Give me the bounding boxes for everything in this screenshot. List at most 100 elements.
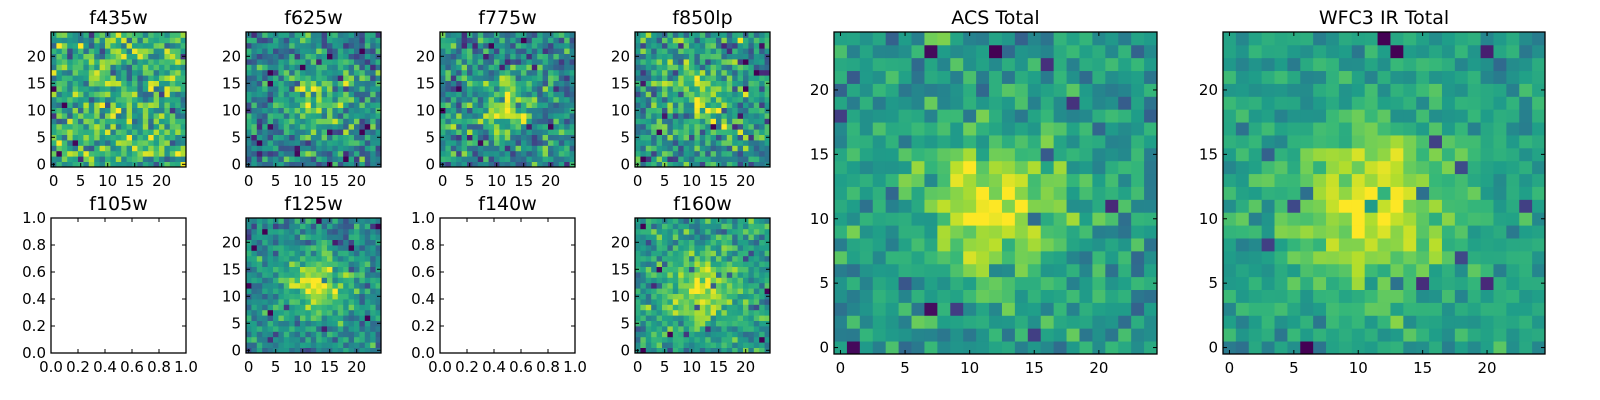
heatmap-cell xyxy=(846,83,861,97)
heatmap-cell xyxy=(94,96,100,103)
heatmap-cell xyxy=(67,59,73,65)
heatmap-cell xyxy=(180,86,187,92)
heatmap-cell xyxy=(737,59,744,65)
heatmap-cell xyxy=(450,75,457,81)
heatmap-cell xyxy=(348,261,355,267)
heatmap-cell xyxy=(504,129,511,135)
heatmap-cell xyxy=(678,272,684,278)
heatmap-cell xyxy=(321,48,328,54)
heatmap-cell xyxy=(94,161,100,168)
heatmap-cell xyxy=(521,150,527,157)
heatmap-cell xyxy=(748,80,755,87)
heatmap-cell xyxy=(937,57,951,72)
heatmap-cell xyxy=(142,96,149,103)
heatmap-cell xyxy=(332,342,339,348)
heatmap-cell xyxy=(721,347,728,354)
heatmap-cell xyxy=(564,80,570,87)
heatmap-cell xyxy=(504,48,511,54)
heatmap-cell xyxy=(267,234,274,240)
heatmap-cell xyxy=(645,266,652,273)
heatmap-cell xyxy=(488,150,495,157)
heatmap-cell xyxy=(67,42,73,49)
heatmap-cell xyxy=(159,113,165,119)
heatmap-cell xyxy=(645,277,652,284)
heatmap-cell xyxy=(370,140,376,146)
heatmap-cell xyxy=(569,118,576,125)
heatmap-cell xyxy=(450,118,457,125)
heatmap-cell xyxy=(283,277,290,284)
heatmap-cell xyxy=(267,288,274,294)
heatmap-cell xyxy=(61,145,68,152)
heatmap-cell xyxy=(689,96,695,103)
heatmap-cell xyxy=(553,102,560,108)
heatmap-cell xyxy=(1467,289,1481,303)
heatmap-cell xyxy=(316,272,322,278)
heatmap-cell xyxy=(283,336,290,343)
heatmap-cell xyxy=(689,342,695,348)
heatmap-cell xyxy=(694,102,701,108)
heatmap-cell xyxy=(656,53,663,60)
heatmap-cell xyxy=(461,37,468,44)
heatmap-cell xyxy=(262,347,268,354)
heatmap-cell xyxy=(1092,289,1106,303)
heatmap-cell xyxy=(662,266,668,273)
heatmap-cell xyxy=(467,123,473,130)
heatmap-cell xyxy=(976,135,990,149)
heatmap-cell xyxy=(1454,199,1469,213)
heatmap-cell xyxy=(477,145,484,152)
heatmap-cell xyxy=(321,118,328,125)
heatmap-cell xyxy=(1105,70,1119,84)
heatmap-cell xyxy=(834,109,848,123)
heatmap-cell xyxy=(645,293,652,300)
heatmap-cell xyxy=(743,288,749,294)
heatmap-cell xyxy=(327,134,333,141)
heatmap-cell xyxy=(732,326,738,332)
heatmap-cell xyxy=(289,223,295,230)
heatmap-cell xyxy=(569,156,576,162)
heatmap-cell xyxy=(872,83,887,97)
heatmap-cell xyxy=(370,48,376,54)
y-tick-label: 5 xyxy=(425,128,435,146)
heatmap-cell xyxy=(504,140,511,146)
heatmap-cell xyxy=(115,80,122,87)
heatmap-cell xyxy=(72,129,79,135)
heatmap-cell xyxy=(105,91,111,98)
heatmap-cell xyxy=(911,276,925,290)
heatmap-cell xyxy=(337,69,344,76)
heatmap-cell xyxy=(635,234,641,240)
heatmap-cell xyxy=(175,80,181,87)
heatmap-cell xyxy=(689,140,695,146)
heatmap-cell xyxy=(256,299,263,305)
heatmap-cell xyxy=(332,96,339,103)
heatmap-cell xyxy=(667,86,674,92)
heatmap-cell xyxy=(834,83,848,97)
heatmap-cell xyxy=(78,123,84,130)
heatmap-cell xyxy=(911,315,925,329)
heatmap-cell xyxy=(343,255,349,262)
heatmap-cell xyxy=(142,118,149,125)
heatmap-cell xyxy=(705,228,711,235)
heatmap-cell xyxy=(1092,276,1106,290)
heatmap-cell xyxy=(699,75,706,81)
heatmap-cell xyxy=(461,102,468,108)
heatmap-cell xyxy=(1261,199,1275,213)
heatmap-cell xyxy=(683,59,690,65)
heatmap-cell xyxy=(273,129,279,135)
heatmap-cell xyxy=(273,80,279,87)
heatmap-cell xyxy=(115,145,122,152)
heatmap-cell xyxy=(354,123,360,130)
heatmap-cell xyxy=(246,326,252,332)
heatmap-cell xyxy=(1027,289,1042,303)
heatmap-cell xyxy=(726,145,733,152)
heatmap-cell xyxy=(558,107,565,114)
heatmap-cell xyxy=(683,161,690,168)
heatmap-cell xyxy=(343,113,349,119)
heatmap-cell xyxy=(289,272,295,278)
heatmap-cell xyxy=(651,218,657,224)
heatmap-cell xyxy=(456,102,462,108)
heatmap-cell xyxy=(662,129,668,135)
heatmap-cell xyxy=(283,228,290,235)
heatmap-cell xyxy=(898,173,912,187)
heatmap-cell xyxy=(662,223,668,230)
heatmap-cell xyxy=(305,342,312,348)
